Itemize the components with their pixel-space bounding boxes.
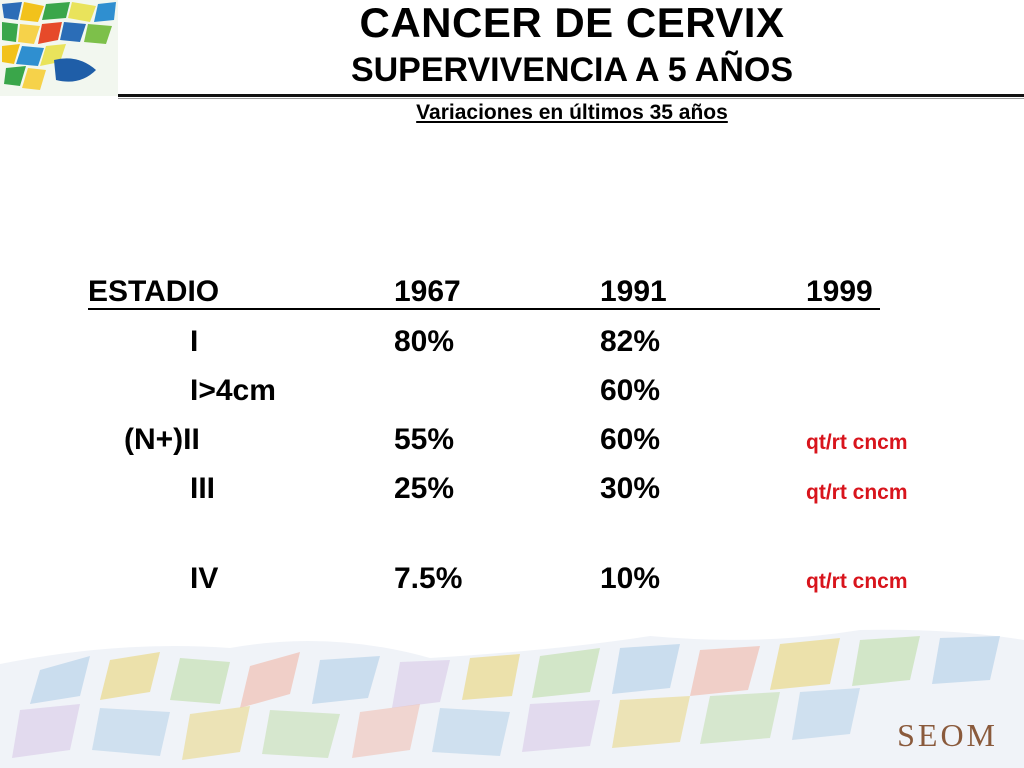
value-1967: 80%	[394, 325, 455, 358]
treatment-note: qt/rt cncm	[806, 481, 908, 504]
column-header-1991: 1991	[600, 275, 667, 308]
mosaic-logo	[0, 0, 118, 96]
stage-cell: IV	[190, 562, 219, 595]
page-subheading: Variaciones en últimos 35 años	[416, 101, 728, 124]
seom-logo: SEOM	[897, 717, 998, 753]
value-1991: 30%	[600, 472, 661, 505]
stage-cell: (N+)II	[124, 423, 200, 456]
stage-cell: I	[190, 325, 199, 358]
header-divider	[118, 94, 1024, 97]
mosaic-footer-decoration	[0, 629, 1024, 768]
stage-cell: III	[190, 472, 216, 505]
column-header-1967: 1967	[394, 275, 461, 308]
value-1967: 25%	[394, 472, 455, 505]
page-subtitle: SUPERVIVENCIA A 5 AÑOS	[350, 51, 794, 89]
value-1967: 7.5%	[394, 562, 463, 595]
value-1967: 55%	[394, 423, 455, 456]
value-1991: 82%	[600, 325, 661, 358]
stage-cell: I>4cm	[190, 374, 276, 407]
value-1991: 10%	[600, 562, 661, 595]
page-title: CANCER DE CERVIX	[359, 0, 785, 46]
header-underline	[88, 308, 880, 310]
value-1991: 60%	[600, 423, 661, 456]
column-header-stage: ESTADIO	[88, 275, 220, 308]
value-1991: 60%	[600, 374, 661, 407]
header-divider-light	[118, 98, 1024, 99]
treatment-note: qt/rt cncm	[806, 570, 908, 593]
column-header-1999: 1999	[806, 275, 873, 308]
treatment-note: qt/rt cncm	[806, 431, 908, 454]
